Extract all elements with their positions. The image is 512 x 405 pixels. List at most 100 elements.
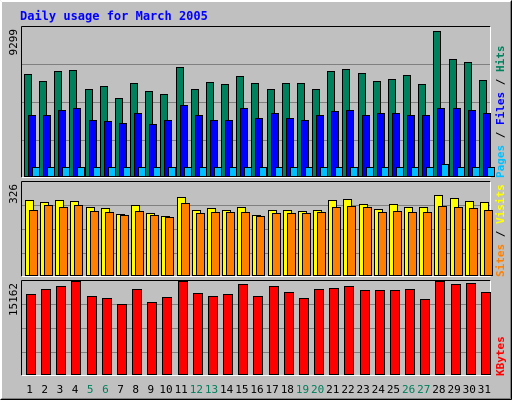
visits-sites-bar-sites [90, 211, 99, 276]
hits-files-pages-bar-pages [472, 167, 480, 177]
day-tick-label: 25 [387, 383, 400, 396]
hits-files-pages-bar-pages [123, 167, 131, 177]
kbytes-bar-kbytes [87, 296, 97, 375]
kbytes-bar-kbytes [132, 289, 142, 375]
kbytes-bar-kbytes [314, 289, 324, 375]
hits-files-pages-bar-pages [184, 167, 192, 177]
kbytes-bar-kbytes [405, 289, 415, 375]
hits-files-pages-axis-title: Pages / Files / Hits [494, 46, 507, 179]
day-tick-label: 23 [357, 383, 370, 396]
hits-files-pages-bar-pages [108, 167, 116, 177]
hits-files-pages-bar-pages [259, 167, 267, 177]
hits-files-pages-axis-label-hits: Hits [494, 46, 507, 73]
kbytes-bar-kbytes [360, 290, 370, 375]
hits-files-pages-bar-files [468, 110, 476, 177]
visits-sites-bar-sites [135, 211, 144, 276]
kbytes-bar-kbytes [162, 297, 172, 375]
hits-files-pages-bar-pages [199, 167, 207, 177]
kbytes-bar-kbytes [223, 294, 233, 375]
day-tick-label: 17 [266, 383, 279, 396]
hits-files-pages-bar-pages [320, 167, 328, 177]
hits-files-pages-bar-files [180, 105, 188, 177]
visits-sites-bar-sites [226, 212, 235, 276]
hits-files-pages-bar-pages [229, 167, 237, 177]
day-tick-label: 2 [41, 383, 48, 396]
visits-sites-bar-sites [408, 212, 417, 276]
hits-files-pages-bar-files [58, 110, 66, 177]
kbytes-bar-kbytes [299, 298, 309, 375]
day-tick-label: 27 [417, 383, 430, 396]
hits-files-pages-bar-pages [411, 167, 419, 177]
day-tick-label: 7 [117, 383, 124, 396]
kbytes-bar-kbytes [466, 283, 476, 375]
kbytes-bar-kbytes [481, 292, 491, 375]
kbytes-bar-kbytes [253, 296, 263, 375]
hits-files-pages-bar-files [346, 110, 354, 177]
kbytes-bar-kbytes [102, 298, 112, 375]
hits-files-pages-bar-pages [93, 167, 101, 177]
visits-sites-bar-sites [317, 212, 326, 276]
visits-sites-bar-sites [211, 212, 220, 276]
hits-files-pages-bar-pages [138, 167, 146, 177]
visits-sites-bar-sites [44, 205, 53, 276]
hits-files-pages-bar-pages [487, 167, 495, 177]
day-tick-label: 13 [205, 383, 218, 396]
visits-sites-bar-sites [120, 215, 129, 276]
kbytes-bar-kbytes [344, 286, 354, 375]
visits-sites-bar-sites [272, 213, 281, 276]
day-tick-label: 16 [250, 383, 263, 396]
visits-sites-bar-sites [347, 206, 356, 276]
kbytes-bar-kbytes [71, 281, 81, 375]
day-tick-label: 24 [372, 383, 386, 396]
kbytes-bar-kbytes [435, 281, 445, 375]
day-tick-label: 21 [326, 383, 339, 396]
kbytes-axis-label-kbytes: KBytes [494, 336, 507, 376]
kbytes-bar-kbytes [56, 286, 66, 375]
hits-files-pages-axis-label-files: Files [494, 92, 507, 125]
hits-files-pages-bar-files [73, 108, 81, 177]
visits-sites-axis-label-visits: Visits [494, 184, 507, 224]
kbytes-bar-kbytes [451, 284, 461, 375]
visits-sites-bar-sites [393, 211, 402, 276]
kbytes-bar-kbytes [117, 304, 127, 375]
hits-files-pages-bar-pages [305, 167, 313, 177]
kbytes-bar-kbytes [375, 290, 385, 375]
chart-title: Daily usage for March 2005 [20, 9, 208, 23]
visits-sites-bar-sites [302, 213, 311, 276]
day-tick-label: 31 [478, 383, 491, 396]
visits-sites-bar-sites [165, 217, 174, 276]
hits-files-pages-bar-pages [153, 167, 161, 177]
day-tick-label: 14 [220, 383, 234, 396]
visits-sites-bar-sites [59, 207, 68, 276]
hits-files-pages-bar-files [331, 111, 339, 177]
visits-sites-bar-sites [454, 207, 463, 276]
day-tick-label: 18 [281, 383, 294, 396]
hits-files-pages-axis-separator: / [494, 125, 507, 145]
day-tick-label: 6 [102, 383, 109, 396]
hits-files-pages-bar-pages [77, 167, 85, 177]
day-tick-label: 29 [447, 383, 460, 396]
visits-sites-bar-sites [105, 212, 114, 276]
day-tick-label: 9 [148, 383, 155, 396]
kbytes-axis-title: KBytes [494, 336, 507, 376]
day-tick-label: 22 [341, 383, 354, 396]
hits-files-pages-axis-label-pages: Pages [494, 145, 507, 178]
hits-files-pages-bar-pages [396, 167, 404, 177]
hits-files-pages-bar-pages [441, 164, 449, 177]
visits-sites-bar-sites [196, 213, 205, 276]
hits-files-pages-bar-pages [168, 167, 176, 177]
day-tick-label: 12 [190, 383, 203, 396]
hits-files-pages-bar-pages [32, 167, 40, 177]
day-tick-label: 26 [402, 383, 415, 396]
visits-sites-bar-sites [438, 206, 447, 276]
day-tick-label: 10 [159, 383, 172, 396]
kbytes-bar-kbytes [284, 292, 294, 375]
hits-files-pages-axis-separator: / [494, 72, 507, 92]
kbytes-bar-kbytes [269, 286, 279, 375]
visits-sites-bar-sites [363, 207, 372, 276]
kbytes-bar-kbytes [41, 289, 51, 375]
hits-files-pages-bar-pages [366, 167, 374, 177]
kbytes-bar-kbytes [390, 290, 400, 375]
kbytes-bar-kbytes [26, 294, 36, 375]
hits-files-pages-bar-pages [275, 167, 283, 177]
